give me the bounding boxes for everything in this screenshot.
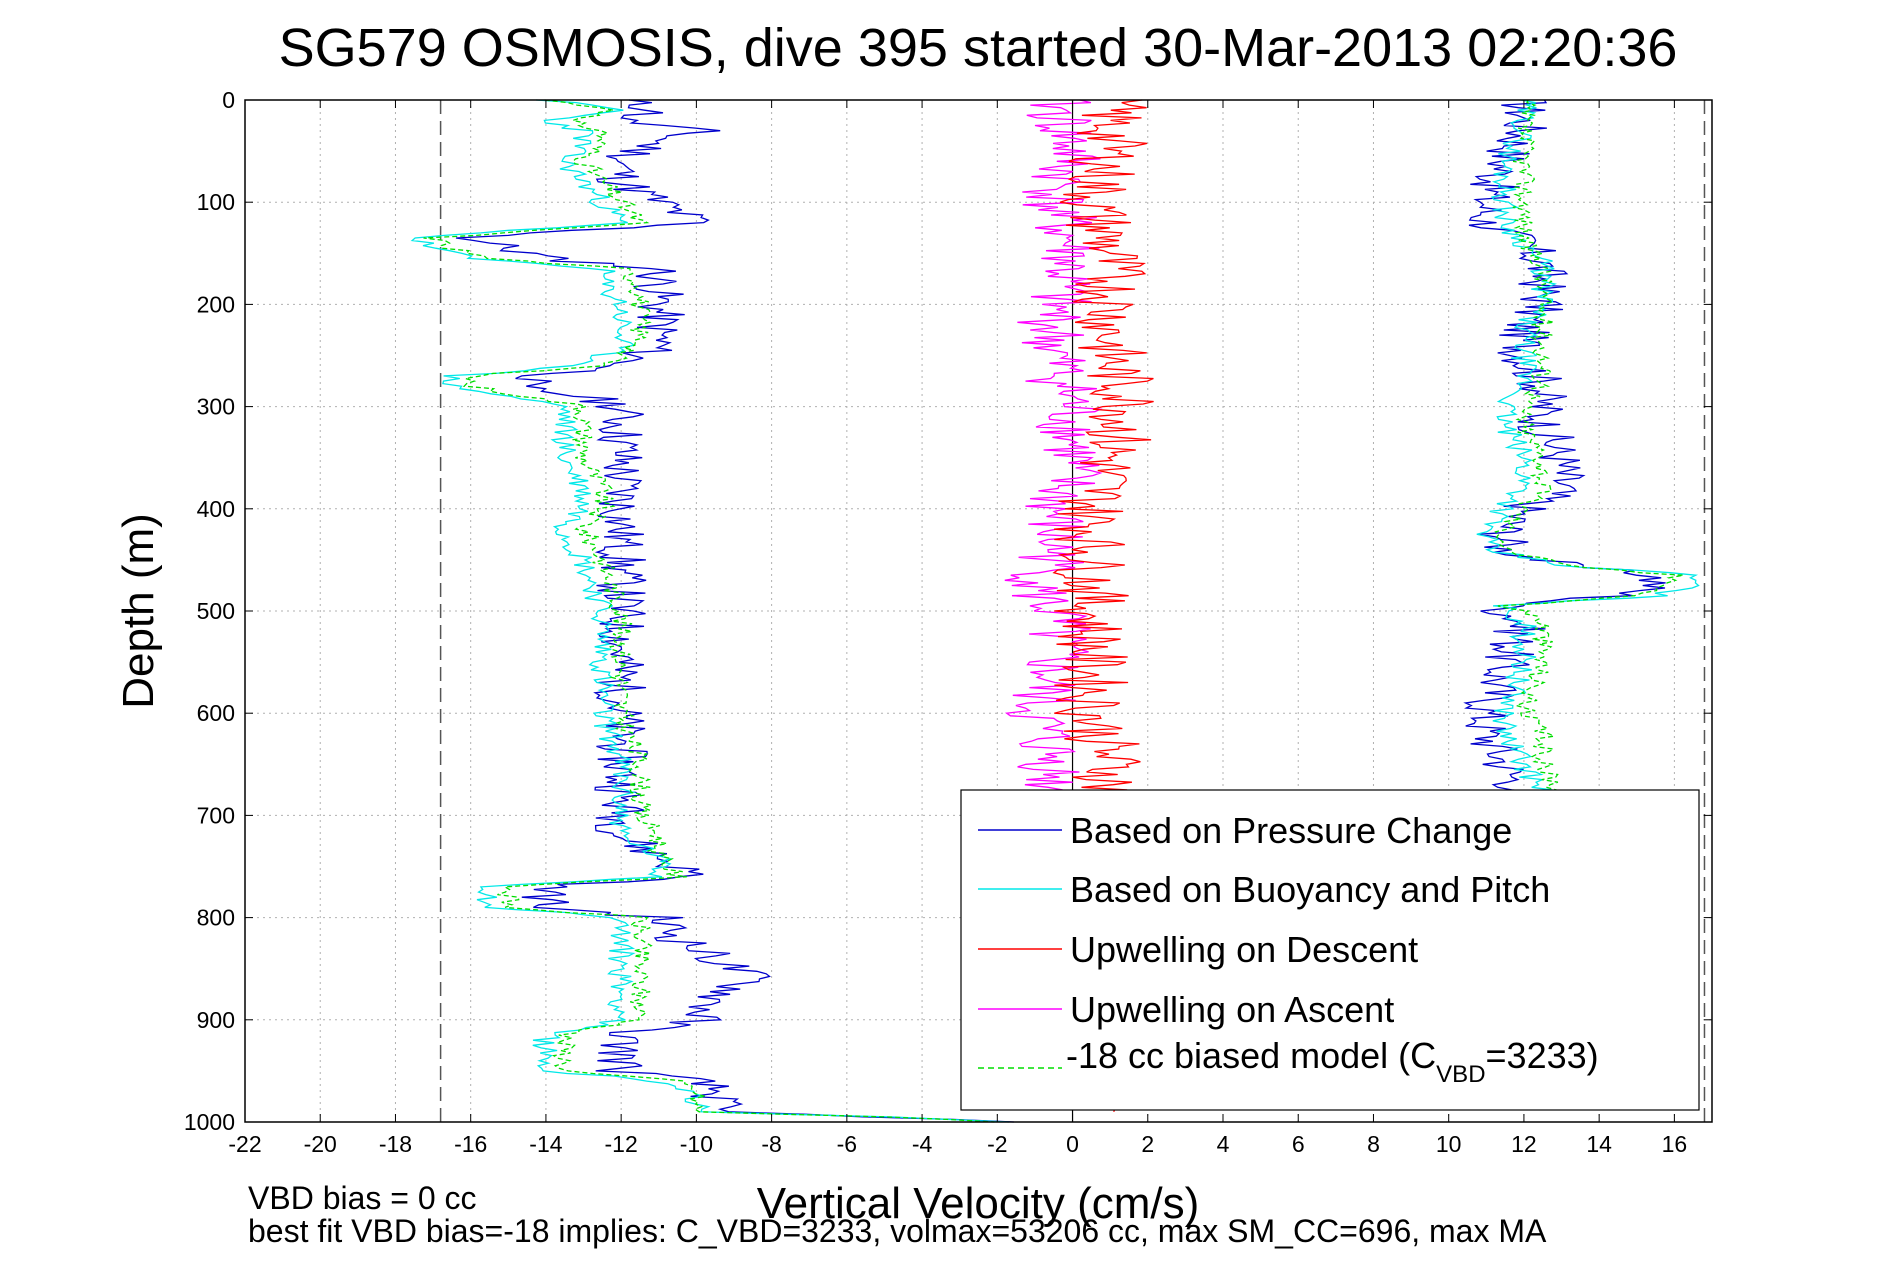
series-pressure-descent bbox=[455, 99, 1014, 1123]
x-tick-label: 10 bbox=[1436, 1131, 1462, 1157]
y-tick-label: 900 bbox=[197, 1007, 235, 1033]
legend-box bbox=[960, 789, 1700, 1111]
y-tick-label: 700 bbox=[197, 802, 235, 828]
x-tick-label: -12 bbox=[605, 1131, 638, 1157]
x-tick-label: -16 bbox=[454, 1131, 487, 1157]
legend-label-up-ascent: Upwelling on Ascent bbox=[1070, 989, 1394, 1030]
footer-line-1: VBD bias = 0 cc bbox=[248, 1180, 477, 1216]
x-axis-label: Vertical Velocity (cm/s) bbox=[757, 1179, 1200, 1228]
x-tick-label: -8 bbox=[761, 1131, 781, 1157]
legend-model-suffix: =3233) bbox=[1486, 1035, 1599, 1076]
y-axis-label: Depth (m) bbox=[114, 513, 163, 709]
legend-label-buoyancy: Based on Buoyancy and Pitch bbox=[1070, 869, 1550, 910]
legend-model-subscript: VBD bbox=[1436, 1061, 1485, 1088]
series-model-ascent bbox=[1494, 99, 1684, 796]
x-tick-label: -18 bbox=[379, 1131, 412, 1157]
footer-line-2: best fit VBD bias=-18 implies: C_VBD=323… bbox=[248, 1213, 1547, 1249]
x-tick-label: -6 bbox=[837, 1131, 857, 1157]
legend-model-prefix: -18 cc biased model (C bbox=[1066, 1035, 1436, 1076]
legend: Based on Pressure Change Based on Buoyan… bbox=[960, 789, 1700, 1111]
y-tick-label: 400 bbox=[197, 496, 235, 522]
y-tick-label: 500 bbox=[197, 598, 235, 624]
y-tick-label: 300 bbox=[197, 394, 235, 420]
legend-label-pressure: Based on Pressure Change bbox=[1070, 810, 1512, 851]
x-tick-label: 6 bbox=[1292, 1131, 1305, 1157]
y-tick-label: 100 bbox=[197, 189, 235, 215]
x-tick-label: 16 bbox=[1662, 1131, 1688, 1157]
x-tick-label: 12 bbox=[1511, 1131, 1537, 1157]
x-tick-label: -4 bbox=[912, 1131, 933, 1157]
x-tick-label: 14 bbox=[1586, 1131, 1612, 1157]
x-tick-label: -2 bbox=[987, 1131, 1007, 1157]
axis-ticks: -22 -20 -18 -16 -14 -12 -10 -8 -6 -4 -2 0 2 4 6 8 10 12 14… bbox=[184, 87, 1712, 1157]
x-tick-label: -20 bbox=[304, 1131, 337, 1157]
x-tick-label: -14 bbox=[529, 1131, 562, 1157]
legend-label-up-descent: Upwelling on Descent bbox=[1070, 929, 1418, 970]
y-tick-label: 600 bbox=[197, 700, 235, 726]
x-tick-label: 8 bbox=[1367, 1131, 1380, 1157]
x-tick-label: -22 bbox=[228, 1131, 261, 1157]
series-buoyancy-ascent bbox=[1476, 99, 1700, 796]
series-upwelling-ascent bbox=[1004, 99, 1103, 796]
series-buoyancy-descent bbox=[410, 99, 1010, 1123]
series-pressure-ascent bbox=[1463, 99, 1666, 796]
series-model-descent bbox=[423, 99, 995, 1123]
y-tick-label: 200 bbox=[197, 291, 235, 317]
x-tick-label: -10 bbox=[680, 1131, 713, 1157]
y-tick-label: 0 bbox=[222, 87, 235, 113]
x-tick-label: 2 bbox=[1141, 1131, 1154, 1157]
y-tick-label: 1000 bbox=[184, 1109, 235, 1135]
data-series bbox=[410, 99, 1700, 1123]
x-tick-label: 4 bbox=[1217, 1131, 1230, 1157]
legend-label-model: -18 cc biased model (CVBD=3233) bbox=[1066, 1035, 1599, 1088]
x-tick-label: 0 bbox=[1066, 1131, 1079, 1157]
y-tick-label: 800 bbox=[197, 905, 235, 931]
chart-title: SG579 OSMOSIS, dive 395 started 30-Mar-2… bbox=[279, 18, 1678, 78]
